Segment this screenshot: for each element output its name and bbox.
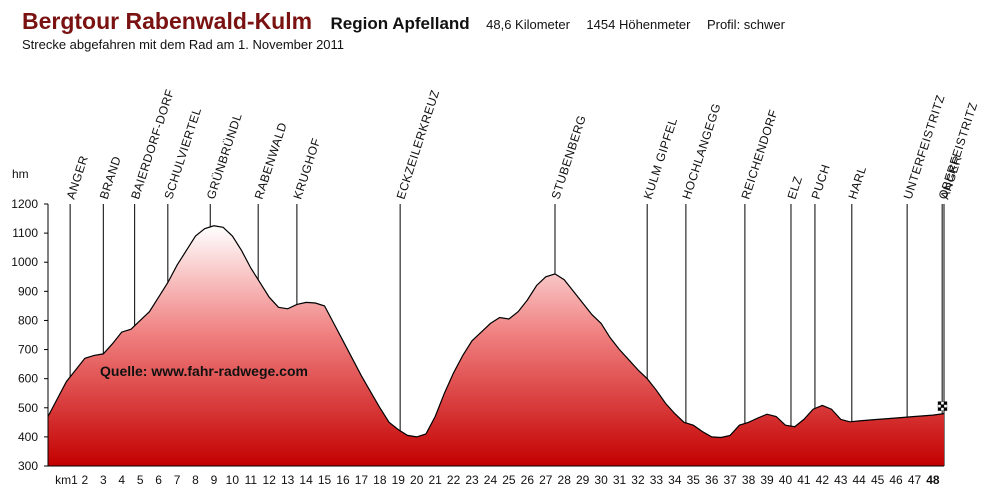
finish-flag-icon (937, 401, 948, 411)
y-tick-label: 1100 (12, 226, 38, 240)
x-tick-label: 26 (521, 473, 535, 487)
x-tick-label: 42 (816, 473, 830, 487)
y-tick-label: 500 (18, 401, 38, 415)
x-tick-label: 25 (502, 473, 516, 487)
x-tick-label: 15 (318, 473, 332, 487)
elevation-line (47, 225, 945, 439)
x-tick-label: 6 (155, 473, 162, 487)
x-tick-label: 43 (834, 473, 848, 487)
x-tick-label: 21 (428, 473, 442, 487)
location-label: GRÜNBRÜNDL (204, 111, 245, 201)
location-label: KULM GIPFEL (641, 116, 681, 201)
chart-header: Bergtour Rabenwald-Kulm Region Apfelland… (22, 8, 992, 35)
location-label: REICHENDORF (738, 108, 780, 201)
x-tick-label: 17 (355, 473, 369, 487)
location-label: KRUGHOF (290, 136, 323, 201)
x-tick-label: 44 (853, 473, 867, 487)
x-tick-label: km1 (55, 473, 78, 487)
x-tick-label: 9 (211, 473, 218, 487)
y-tick-label: 800 (18, 313, 38, 327)
x-tick-label: 16 (336, 473, 350, 487)
location-label: ECKZEILERKREUZ (394, 88, 443, 201)
y-axis-label: hm (12, 167, 29, 181)
source-label: Quelle: www.fahr-radwege.com (100, 363, 308, 379)
location-label: BRAND (97, 154, 124, 201)
x-tick-label: 3 (100, 473, 107, 487)
x-tick-label: 46 (889, 473, 903, 487)
location-label: STUBENBERG (549, 113, 589, 201)
x-tick-label: 28 (558, 473, 572, 487)
x-tick-label: 40 (779, 473, 793, 487)
y-tick-label: 300 (18, 459, 38, 473)
location-label: HOCHLANGEGG (679, 101, 723, 201)
distance-label: 48,6 Kilometer (486, 17, 570, 32)
x-tick-label: 35 (687, 473, 701, 487)
x-tick-label: 22 (447, 473, 461, 487)
x-tick-label: 11 (245, 473, 258, 487)
x-tick-label: 23 (465, 473, 479, 487)
x-tick-label: 47 (908, 473, 922, 487)
x-tick-label: 41 (797, 473, 811, 487)
location-label: RABENWALD (252, 120, 290, 200)
y-tick-label: 600 (18, 372, 38, 386)
x-tick-label: 34 (668, 473, 682, 487)
x-tick-label: 36 (705, 473, 719, 487)
x-tick-label: 39 (760, 473, 774, 487)
x-tick-label: 48 (926, 473, 940, 487)
x-tick-label: 18 (373, 473, 387, 487)
x-tick-label: 38 (742, 473, 756, 487)
elevation-label: 1454 Höhenmeter (586, 17, 691, 32)
chart-subtitle: Strecke abgefahren mit dem Rad am 1. Nov… (22, 37, 345, 52)
x-tick-label: 32 (631, 473, 645, 487)
x-tick-label: 7 (174, 473, 181, 487)
location-label: HARL (845, 164, 869, 201)
y-tick-label: 400 (18, 430, 38, 444)
x-tick-label: 37 (723, 473, 737, 487)
x-tick-label: 13 (281, 473, 295, 487)
y-tick-label: 1000 (11, 255, 38, 269)
x-tick-label: 33 (650, 473, 664, 487)
chart-title: Bergtour Rabenwald-Kulm (22, 8, 313, 34)
x-tick-label: 8 (192, 473, 199, 487)
x-tick-label: 24 (484, 473, 498, 487)
x-tick-label: 31 (613, 473, 627, 487)
x-tick-label: 14 (299, 473, 313, 487)
y-tick-label: 900 (18, 284, 38, 298)
elevation-area (48, 225, 944, 466)
x-tick-label: 5 (137, 473, 144, 487)
x-tick-label: 19 (392, 473, 406, 487)
x-tick-label: 12 (263, 473, 277, 487)
x-tick-label: 45 (871, 473, 885, 487)
profile-label: Profil: schwer (706, 17, 785, 32)
location-label: PUCH (808, 162, 832, 201)
x-tick-label: 4 (118, 473, 125, 487)
x-tick-label: 20 (410, 473, 424, 487)
location-label: ELZ (785, 174, 806, 201)
y-tick-label: 700 (18, 343, 38, 357)
x-tick-label: 30 (594, 473, 608, 487)
region-label: Region Apfelland (330, 14, 470, 33)
x-tick-label: 10 (226, 473, 240, 487)
x-tick-label: 2 (82, 473, 89, 487)
x-tick-label: 29 (576, 473, 590, 487)
location-label: ANGER (64, 154, 91, 201)
y-tick-label: 1200 (11, 197, 38, 211)
x-tick-label: 27 (539, 473, 553, 487)
